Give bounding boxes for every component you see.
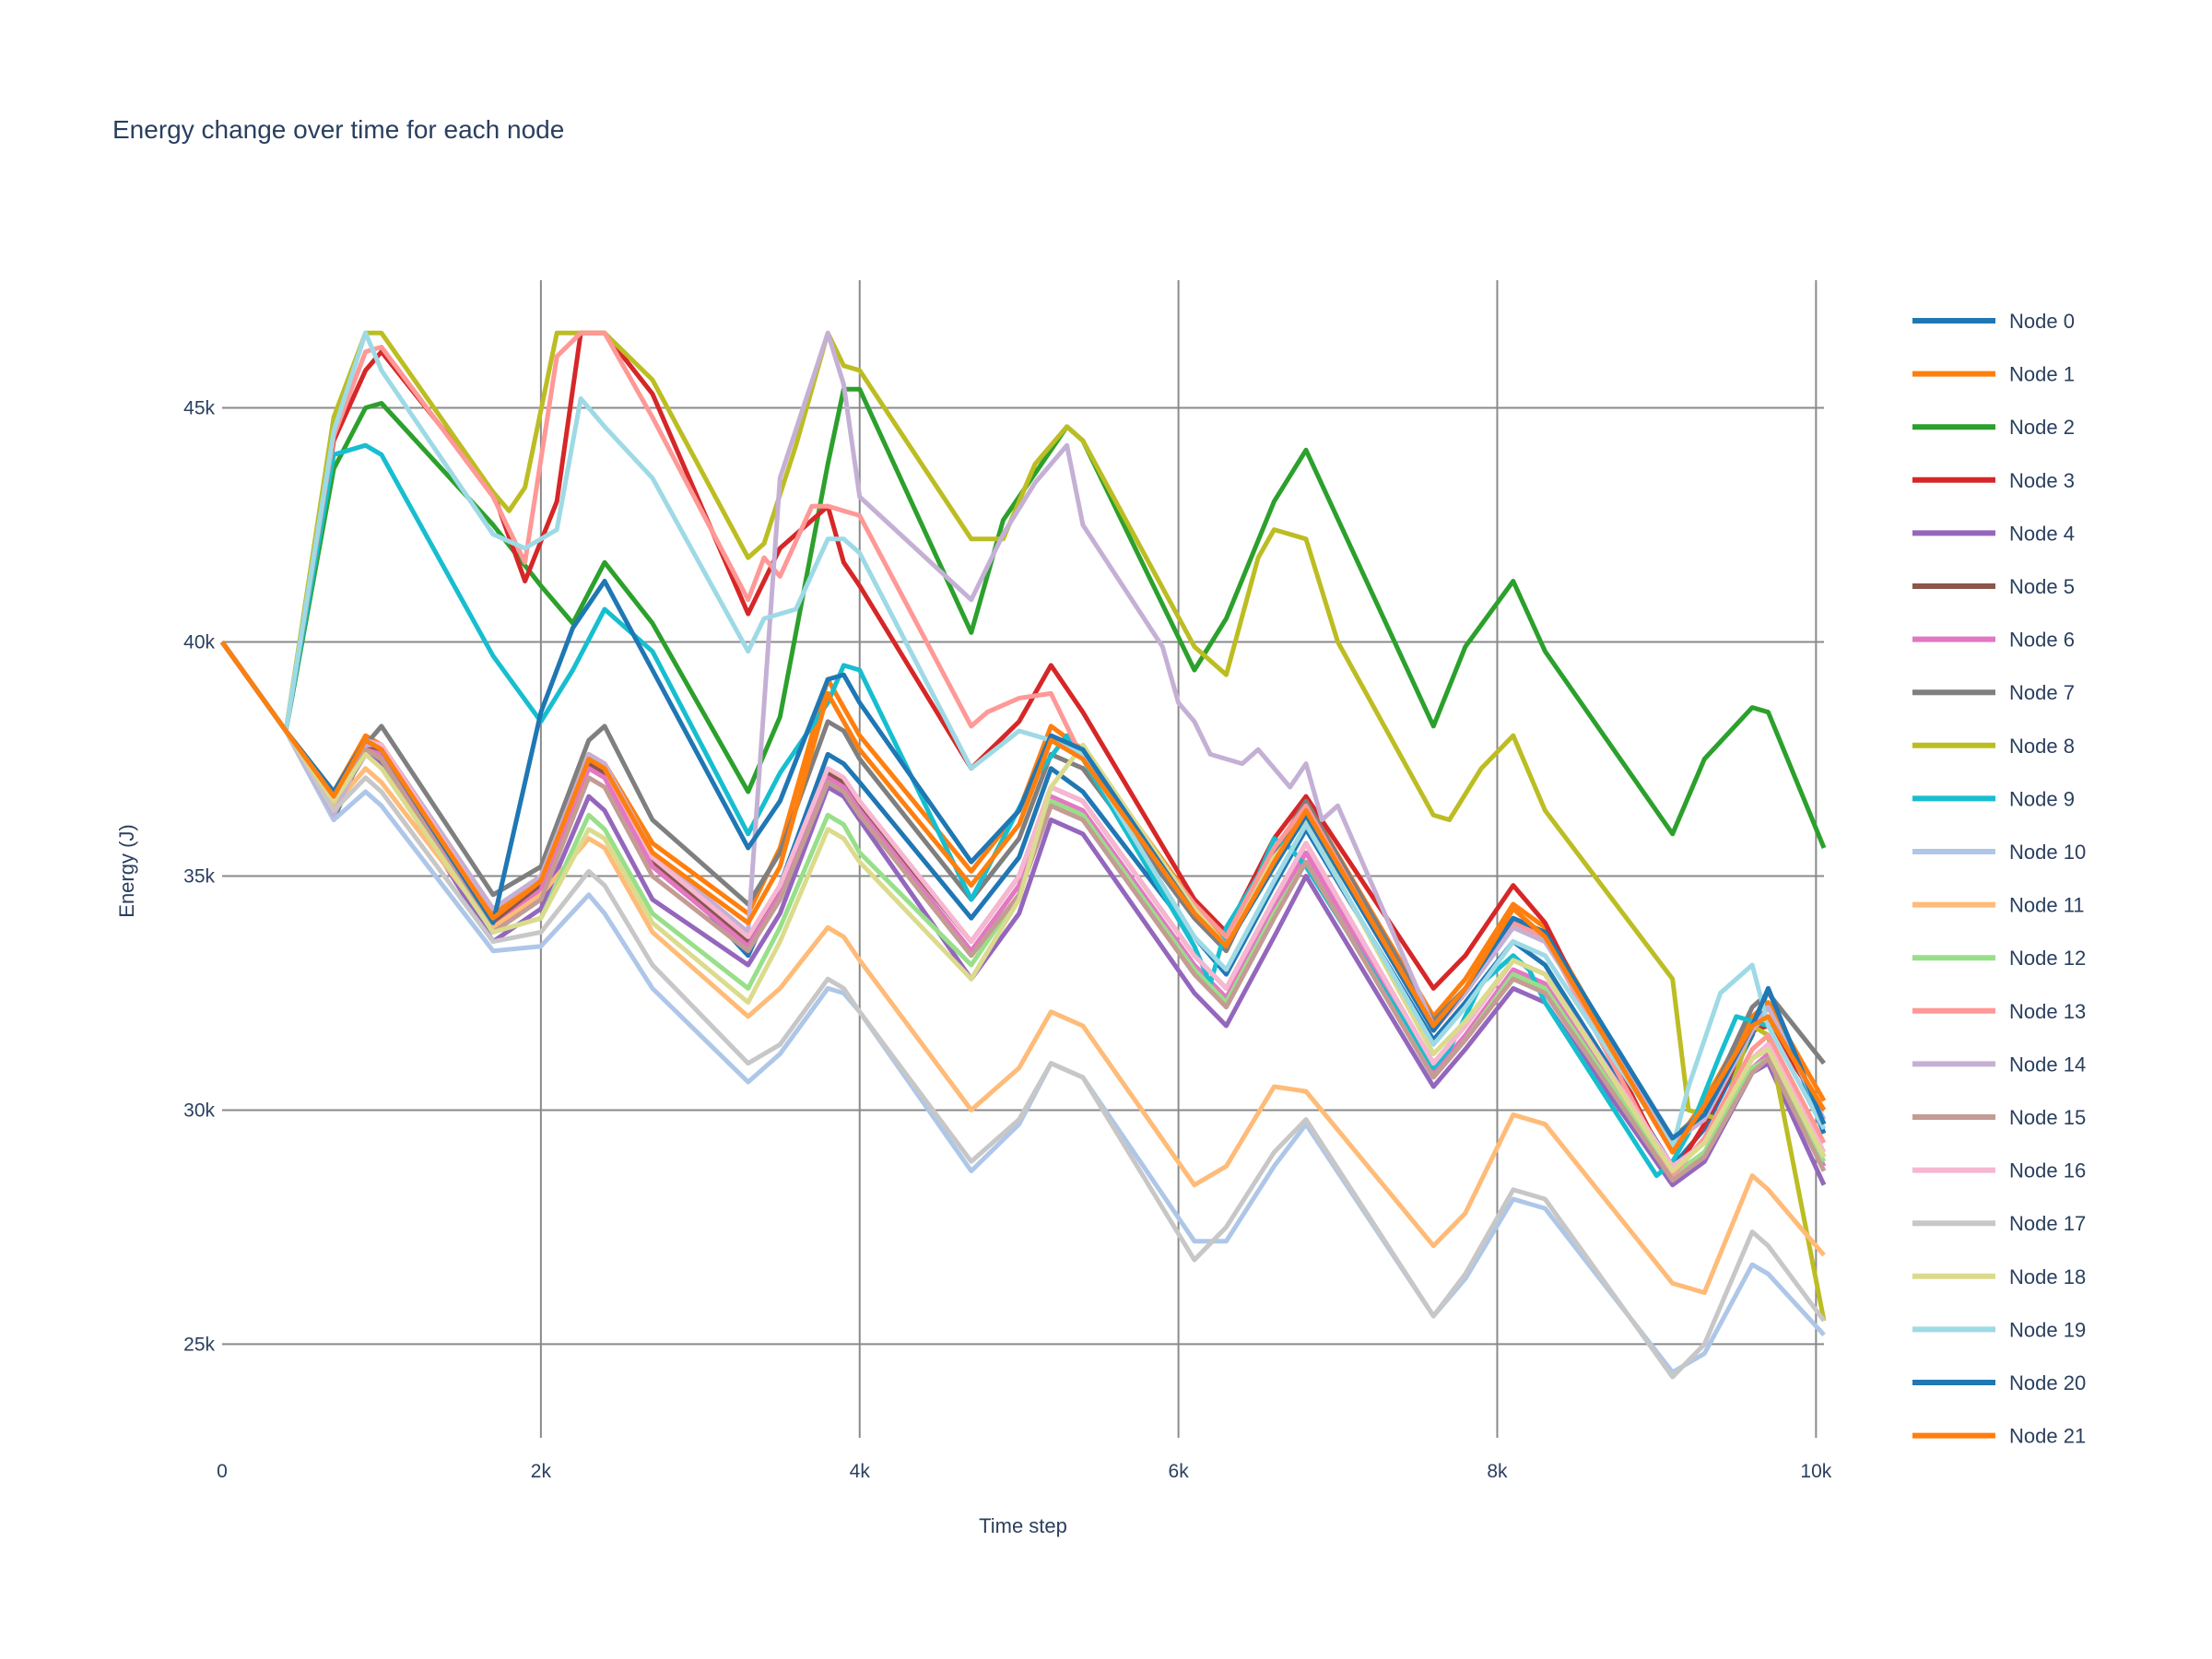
legend-label: Node 6 [2009,629,2075,652]
legend-item-node-12[interactable]: Node 12 [1912,947,2086,970]
x-tick-label: 10k [1800,1461,1831,1482]
legend-label: Node 13 [2009,1000,2086,1023]
legend-label: Node 18 [2009,1265,2086,1288]
legend-label: Node 21 [2009,1425,2086,1448]
legend-item-node-15[interactable]: Node 15 [1912,1106,2086,1129]
y-tick-label: 35k [183,865,215,887]
legend-label: Node 3 [2009,469,2075,492]
series-line-node-17[interactable] [219,641,1827,1380]
legend-item-node-3[interactable]: Node 3 [1912,469,2075,492]
legend-label: Node 8 [2009,735,2075,758]
y-tick-label: 45k [183,398,215,419]
legend-item-node-21[interactable]: Node 21 [1912,1425,2086,1448]
series-lines [219,330,1827,1380]
y-tick-label: 25k [183,1334,215,1355]
legend-label: Node 9 [2009,787,2075,810]
legend-label: Node 2 [2009,416,2075,439]
legend-item-node-9[interactable]: Node 9 [1912,787,2075,810]
legend-label: Node 7 [2009,681,2075,704]
x-tick-label: 6k [1169,1461,1190,1482]
series-line-node-13[interactable] [219,330,1827,1179]
legend-item-node-18[interactable]: Node 18 [1912,1265,2086,1288]
series-line-node-15[interactable] [219,641,1827,1183]
legend-label: Node 15 [2009,1106,2086,1129]
series-line-node-18[interactable] [219,641,1827,1173]
axis-ticks: 0 2k 4k 6k 8k 10k 25k 30k 35k 40k 45k [183,398,1832,1482]
x-tick-label: 2k [531,1461,552,1482]
series-line-node-11[interactable] [219,641,1826,1295]
legend-item-node-7[interactable]: Node 7 [1912,681,2075,704]
chart-title: Energy change over time for each node [112,115,564,144]
legend-item-node-11[interactable]: Node 11 [1912,894,2085,917]
legend-item-node-1[interactable]: Node 1 [1912,363,2075,386]
series-line-node-9[interactable] [219,442,1827,1179]
legend-item-node-0[interactable]: Node 0 [1912,310,2075,333]
legend-label: Node 14 [2009,1053,2086,1076]
x-tick-label: 4k [850,1461,871,1482]
legend-item-node-17[interactable]: Node 17 [1912,1212,2086,1235]
legend-item-node-2[interactable]: Node 2 [1912,416,2075,439]
legend-item-node-5[interactable]: Node 5 [1912,575,2075,598]
legend-label: Node 19 [2009,1318,2086,1341]
x-tick-label: 8k [1487,1461,1508,1482]
series-line-node-21[interactable] [219,641,1827,1155]
legend-label: Node 4 [2009,522,2075,545]
y-axis-title: Energy (J) [115,824,138,917]
legend-label: Node 11 [2009,894,2085,917]
series-line-node-2[interactable] [219,386,1827,849]
legend-item-node-16[interactable]: Node 16 [1912,1159,2086,1182]
legend-item-node-14[interactable]: Node 14 [1912,1053,2086,1076]
legend-label: Node 20 [2009,1371,2086,1394]
legend-label: Node 16 [2009,1159,2086,1182]
x-axis-title: Time step [979,1514,1067,1537]
legend-label: Node 12 [2009,947,2086,970]
legend-item-node-19[interactable]: Node 19 [1912,1318,2086,1341]
legend-label: Node 0 [2009,310,2075,333]
legend-item-node-8[interactable]: Node 8 [1912,735,2075,758]
series-line-node-4[interactable] [219,641,1827,1188]
y-tick-label: 40k [183,632,215,653]
y-tick-label: 30k [183,1100,215,1121]
series-line-node-1[interactable] [219,641,1827,1150]
legend-item-node-13[interactable]: Node 13 [1912,1000,2086,1023]
legend-item-node-20[interactable]: Node 20 [1912,1371,2086,1394]
legend-item-node-10[interactable]: Node 10 [1912,841,2086,864]
legend-label: Node 17 [2009,1212,2086,1235]
x-tick-label: 0 [217,1461,228,1482]
legend-label: Node 1 [2009,363,2075,386]
series-line-node-19[interactable] [219,330,1827,1150]
series-line-node-8[interactable] [219,330,1827,1322]
legend-item-node-6[interactable]: Node 6 [1912,629,2075,652]
series-line-node-10[interactable] [219,641,1826,1375]
legend-item-node-4[interactable]: Node 4 [1912,522,2075,545]
legend[interactable]: Node 0 Node 1 Node 2 Node 3 Node 4 Node 5 Node… [1912,310,2086,1448]
legend-label: Node 5 [2009,575,2075,598]
legend-label: Node 10 [2009,841,2086,864]
